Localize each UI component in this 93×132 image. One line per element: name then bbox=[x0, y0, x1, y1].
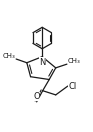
Text: Cl: Cl bbox=[68, 82, 77, 91]
Text: O: O bbox=[33, 92, 40, 101]
Text: CH₃: CH₃ bbox=[67, 58, 80, 64]
Text: N: N bbox=[39, 58, 45, 67]
Text: CH₃: CH₃ bbox=[2, 53, 15, 59]
